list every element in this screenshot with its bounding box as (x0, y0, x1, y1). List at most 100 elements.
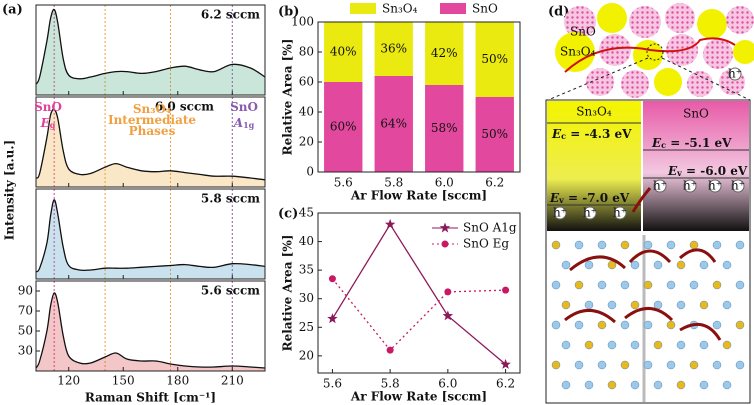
value-label: 50% (481, 127, 508, 141)
atom (712, 280, 722, 290)
y-tick-label: 60 (299, 75, 314, 89)
hole-label: h⁺ (731, 179, 745, 193)
atom (584, 260, 594, 270)
atom (666, 360, 676, 370)
panel-label: (d) (548, 5, 569, 20)
x-tick-label: 6.2 (485, 176, 504, 190)
atom (666, 280, 676, 290)
atom (699, 340, 709, 350)
marker (384, 218, 396, 229)
atom (735, 280, 745, 290)
y-tick-label: 30 (299, 291, 314, 305)
value-label: 58% (431, 121, 458, 135)
spectrum-line (35, 292, 266, 369)
atom (551, 240, 561, 250)
atom (722, 300, 732, 310)
marker (500, 358, 511, 369)
atom (643, 320, 653, 330)
hole-icon (553, 206, 567, 220)
atom (689, 360, 699, 370)
y-tick-label: 50 (18, 324, 33, 338)
atom (735, 240, 745, 250)
diagram: (d) SnO Sn₃O₄ Sn₃O₄ SnO Ec = -4.3 eV Ec … (545, 3, 754, 404)
atom (561, 300, 571, 310)
value-label: 42% (431, 46, 458, 60)
subplot-frame (35, 96, 266, 188)
hole-icon (583, 206, 597, 220)
subplot-frame (35, 188, 266, 280)
atom (574, 280, 584, 290)
atom (551, 360, 561, 370)
x-tick-label: 6.2 (496, 377, 515, 391)
atom (735, 320, 745, 330)
grain-label: Sn₃O₄ (560, 45, 596, 59)
atom (722, 260, 732, 270)
atom (574, 240, 584, 250)
atom (607, 300, 617, 310)
y-axis-label: Intensity [a.u.] (3, 140, 17, 240)
annotation-text: Intermediate (108, 113, 196, 127)
atom (561, 380, 571, 390)
legend-label: SnO Eg (463, 237, 509, 251)
marker (327, 313, 338, 324)
plot-frame (317, 21, 521, 173)
y-tick-label: 35 (299, 263, 314, 277)
hole-icon (731, 179, 745, 193)
panel-label: (c) (278, 207, 298, 222)
x-axis-label: Raman Shift [cm⁻¹] (85, 391, 216, 405)
series-line (331, 223, 506, 365)
hole-icon (708, 179, 722, 193)
annotation-text: E (40, 116, 51, 130)
subplot: 5.8 sccm (35, 188, 266, 280)
marker (386, 346, 394, 354)
atom (561, 260, 571, 270)
holes: h⁺ h⁺ h⁺ h⁺ h⁺ h⁺ h⁺ h⁺ (553, 67, 745, 220)
x-tick-label: 210 (221, 374, 244, 388)
legend-swatch (350, 3, 376, 14)
x-tick-label: 5.8 (381, 377, 400, 391)
atom (597, 240, 607, 250)
atom (551, 280, 561, 290)
annotation: Eg (40, 116, 56, 131)
y-tick-label: 45 (299, 206, 314, 220)
atom (712, 320, 722, 330)
atom (676, 380, 686, 390)
series-label: 5.6 sccm (201, 284, 260, 298)
energy-level: Ec = -5.1 eV (651, 136, 732, 151)
x-tick-label: 5.6 (334, 176, 353, 190)
bar-segment (324, 82, 363, 172)
atom (574, 320, 584, 330)
hole-icon (613, 206, 627, 220)
y-tick-label: 20 (299, 348, 314, 362)
atom (712, 240, 722, 250)
atom (699, 380, 709, 390)
bar-segment (425, 22, 464, 85)
hole-icon (683, 179, 697, 193)
spectrum-line (35, 8, 266, 85)
annotation: SnO (230, 100, 258, 114)
bar-segment (374, 76, 413, 172)
atom (597, 280, 607, 290)
atom (630, 380, 640, 390)
spectrum-line (35, 199, 266, 273)
bar-segment (425, 85, 464, 172)
atom (722, 380, 732, 390)
spectrum-area (36, 9, 265, 95)
annotation-sub: 1g (243, 120, 255, 130)
annotation-text: SnO (230, 100, 258, 114)
annotation-text: SnO (34, 100, 62, 114)
atom (607, 340, 617, 350)
bar-segment (475, 22, 514, 97)
annotation-sub: g (50, 120, 56, 130)
atom (630, 300, 640, 310)
bar-segment (374, 22, 413, 76)
hole-icon (653, 179, 667, 193)
atom (584, 300, 594, 310)
atom (584, 380, 594, 390)
annotation: Phases (129, 124, 176, 138)
subplot: 5.6 sccm 120 150 180 210 30 50 70 90 (18, 280, 266, 388)
atom (699, 260, 709, 270)
phase-label: SnO (683, 107, 709, 121)
x-axis-label: Ar Flow Rate [sccm] (350, 390, 487, 404)
atom (666, 320, 676, 330)
